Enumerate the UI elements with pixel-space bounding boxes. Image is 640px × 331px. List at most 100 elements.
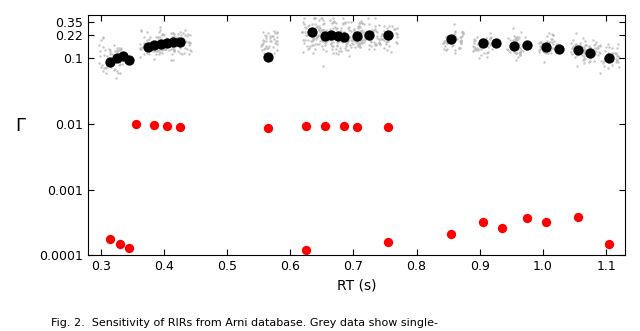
- Point: [579, 55, 589, 61]
- Point: [604, 50, 614, 56]
- Point: [156, 47, 166, 53]
- Point: [313, 26, 323, 31]
- Point: [585, 56, 595, 61]
- Point: [578, 50, 588, 55]
- Point: [136, 29, 146, 34]
- Point: [99, 53, 109, 58]
- Point: [310, 47, 320, 52]
- Point: [454, 45, 465, 51]
- Point: [333, 30, 344, 36]
- Point: [105, 236, 115, 241]
- Point: [167, 39, 177, 45]
- Point: [170, 43, 180, 49]
- Point: [602, 54, 612, 59]
- Point: [550, 45, 561, 50]
- Point: [571, 50, 581, 55]
- Point: [364, 42, 374, 47]
- Point: [154, 48, 164, 53]
- Point: [438, 41, 448, 46]
- Point: [317, 63, 328, 69]
- Point: [535, 46, 545, 51]
- Point: [325, 33, 335, 39]
- Point: [269, 40, 280, 45]
- Point: [607, 51, 618, 56]
- Point: [166, 46, 177, 51]
- Point: [607, 57, 618, 62]
- Point: [258, 30, 268, 35]
- Point: [332, 40, 342, 45]
- Point: [591, 40, 601, 45]
- Point: [454, 45, 464, 50]
- Point: [328, 43, 338, 48]
- Point: [509, 40, 519, 45]
- Point: [481, 35, 491, 41]
- Point: [382, 47, 392, 52]
- Point: [164, 48, 175, 53]
- Point: [108, 54, 118, 60]
- Point: [607, 54, 618, 59]
- Point: [150, 51, 161, 57]
- Point: [105, 50, 115, 55]
- Point: [612, 58, 622, 64]
- Point: [300, 24, 310, 29]
- Point: [374, 42, 385, 47]
- Point: [446, 232, 456, 237]
- Point: [185, 41, 195, 46]
- Point: [259, 38, 269, 44]
- Point: [570, 43, 580, 48]
- Point: [333, 34, 343, 39]
- Point: [455, 45, 465, 50]
- Point: [299, 22, 309, 27]
- Point: [356, 39, 367, 45]
- Point: [152, 48, 162, 53]
- Point: [341, 33, 351, 39]
- Point: [178, 36, 188, 41]
- Point: [333, 31, 344, 36]
- Point: [548, 32, 559, 38]
- Point: [318, 30, 328, 35]
- Point: [179, 27, 189, 33]
- Point: [587, 51, 597, 57]
- Point: [585, 58, 595, 64]
- Point: [577, 44, 588, 50]
- Point: [339, 34, 349, 39]
- Point: [326, 31, 337, 37]
- Point: [534, 40, 545, 46]
- Point: [179, 39, 189, 44]
- Point: [509, 33, 519, 38]
- Point: [511, 35, 522, 40]
- Point: [107, 52, 117, 57]
- Point: [171, 35, 181, 41]
- Point: [485, 37, 495, 42]
- Point: [316, 29, 326, 34]
- Point: [170, 42, 180, 47]
- Point: [144, 45, 154, 50]
- Point: [485, 36, 495, 41]
- Point: [391, 39, 401, 45]
- Point: [468, 49, 478, 54]
- Point: [314, 27, 324, 33]
- Point: [364, 21, 374, 26]
- Point: [137, 44, 147, 49]
- Point: [580, 49, 591, 55]
- Point: [325, 26, 335, 31]
- Point: [577, 52, 588, 57]
- Point: [331, 20, 341, 25]
- Point: [329, 20, 339, 25]
- Point: [355, 45, 365, 50]
- Point: [541, 43, 551, 48]
- Point: [115, 45, 125, 51]
- Point: [588, 51, 598, 56]
- Point: [588, 47, 598, 53]
- Point: [318, 47, 328, 52]
- Point: [173, 48, 184, 54]
- Point: [612, 54, 622, 59]
- Point: [357, 37, 367, 42]
- Point: [567, 46, 577, 51]
- Point: [319, 42, 330, 48]
- Point: [442, 39, 452, 45]
- Point: [354, 41, 364, 46]
- Point: [516, 47, 526, 53]
- Point: [511, 51, 522, 56]
- Point: [385, 35, 396, 40]
